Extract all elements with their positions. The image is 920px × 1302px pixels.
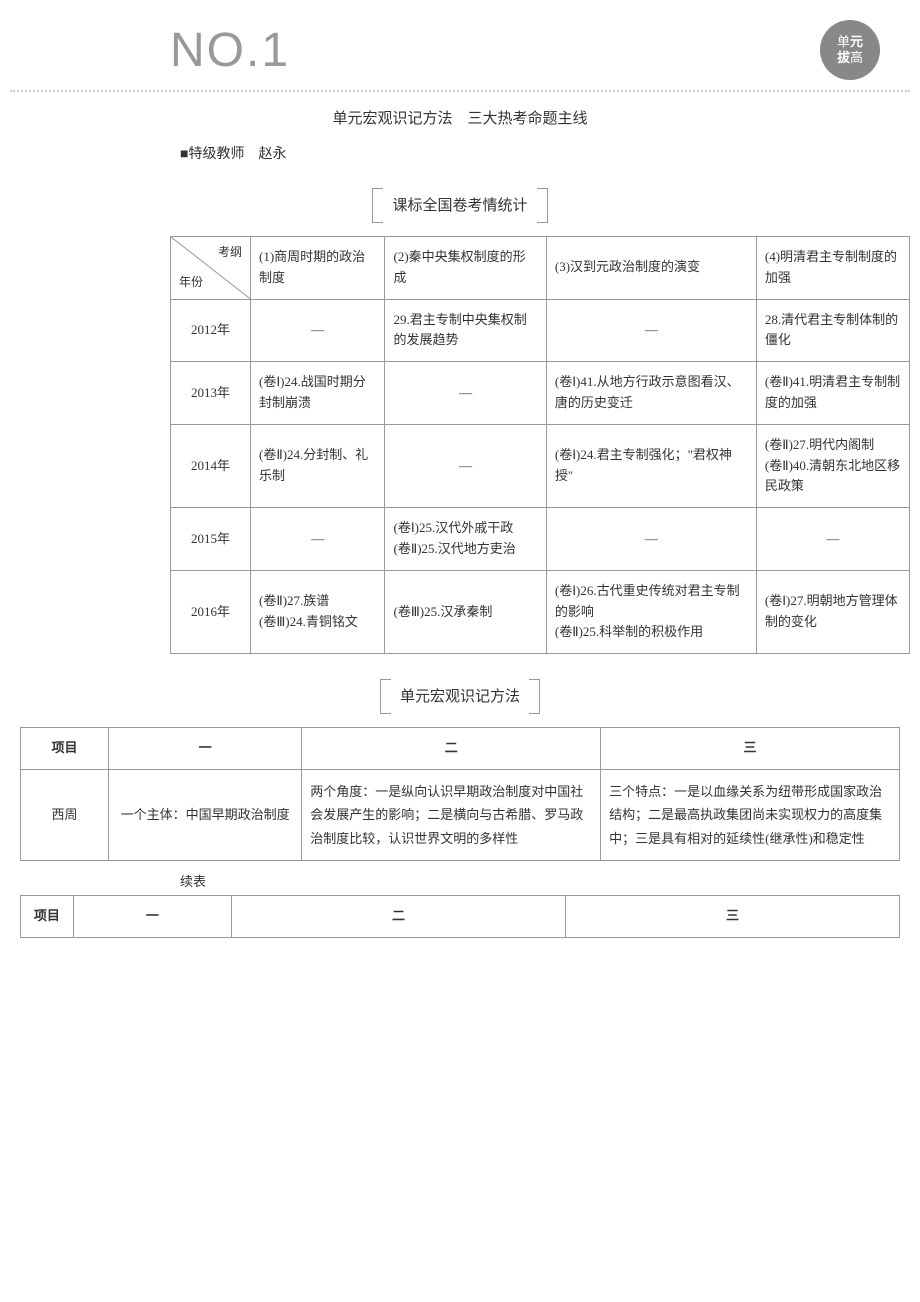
year-cell: 2013年	[171, 362, 251, 425]
cell: —	[251, 508, 385, 571]
col-header: 二	[231, 896, 565, 938]
year-cell: 2015年	[171, 508, 251, 571]
cell: (卷Ⅰ)41.从地方行政示意图看汉、唐的历史变迁	[546, 362, 756, 425]
col-header: 三	[565, 896, 899, 938]
col-header: 项目	[21, 728, 109, 770]
continued-label: 续表	[10, 871, 910, 890]
col-header: 一	[108, 728, 301, 770]
table-row: 2014年 (卷Ⅱ)24.分封制、礼乐制 — (卷Ⅰ)24.君主专制强化；"君权…	[171, 424, 910, 507]
memory-method-table: 项目 一 二 三 西周 一个主体：中国早期政治制度 两个角度：一是纵向认识早期政…	[20, 727, 900, 861]
badge-text: 单元 拔高	[837, 34, 863, 65]
exam-stats-table: 考纲 年份 (1)商周时期的政治制度 (2)秦中央集权制度的形成 (3)汉到元政…	[170, 236, 910, 654]
cell: 两个角度：一是纵向认识早期政治制度对中国社会发展产生的影响；二是横向与古希腊、罗…	[302, 769, 601, 860]
col-header-4: (4)明清君主专制制度的加强	[756, 237, 909, 300]
no1-label: NO.1	[170, 23, 290, 78]
cell: (卷Ⅰ)24.君主专制强化；"君权神授"	[546, 424, 756, 507]
table-row: 2013年 (卷Ⅰ)24.战国时期分封制崩溃 — (卷Ⅰ)41.从地方行政示意图…	[171, 362, 910, 425]
unit-badge: 单元 拔高	[820, 20, 880, 80]
cell: 三个特点：一是以血缘关系为纽带形成国家政治结构；二是最高执政集团尚未实现权力的高…	[601, 769, 900, 860]
continued-table: 项目 一 二 三	[20, 895, 900, 938]
col-header-3: (3)汉到元政治制度的演变	[546, 237, 756, 300]
year-cell: 2014年	[171, 424, 251, 507]
table-row: 西周 一个主体：中国早期政治制度 两个角度：一是纵向认识早期政治制度对中国社会发…	[21, 769, 900, 860]
cell: (卷Ⅱ)27.明代内阁制 (卷Ⅱ)40.清朝东北地区移民政策	[756, 424, 909, 507]
year-cell: 2016年	[171, 570, 251, 653]
cell: (卷Ⅱ)24.分封制、礼乐制	[251, 424, 385, 507]
cell: —	[756, 508, 909, 571]
cell: (卷Ⅲ)25.汉承秦制	[385, 570, 546, 653]
cell: (卷Ⅱ)41.明清君主专制制度的加强	[756, 362, 909, 425]
table-row: 2016年 (卷Ⅱ)27.族谱 (卷Ⅲ)24.青铜铭文 (卷Ⅲ)25.汉承秦制 …	[171, 570, 910, 653]
author-name: 赵永	[258, 147, 286, 162]
table2-wrapper: 项目 一 二 三 西周 一个主体：中国早期政治制度 两个角度：一是纵向认识早期政…	[10, 727, 910, 861]
cell: —	[546, 299, 756, 362]
table-row: 2015年 — (卷Ⅰ)25.汉代外戚干政 (卷Ⅱ)25.汉代地方吏治 — —	[171, 508, 910, 571]
table-row: 2012年 — 29.君主专制中央集权制的发展趋势 — 28.清代君主专制体制的…	[171, 299, 910, 362]
cell: 一个主体：中国早期政治制度	[108, 769, 301, 860]
cell: (卷Ⅰ)27.明朝地方管理体制的变化	[756, 570, 909, 653]
table-header-row: 项目 一 二 三	[21, 896, 900, 938]
table-header-row: 项目 一 二 三	[21, 728, 900, 770]
col-header-2: (2)秦中央集权制度的形成	[385, 237, 546, 300]
col-header: 项目	[21, 896, 74, 938]
page-header: NO.1 单元 拔高	[10, 20, 910, 92]
cell: 29.君主专制中央集权制的发展趋势	[385, 299, 546, 362]
col-header-1: (1)商周时期的政治制度	[251, 237, 385, 300]
table1-wrapper: 考纲 年份 (1)商周时期的政治制度 (2)秦中央集权制度的形成 (3)汉到元政…	[10, 236, 910, 654]
cell: 28.清代君主专制体制的僵化	[756, 299, 909, 362]
col-header: 二	[302, 728, 601, 770]
author-prefix: ■特级教师	[180, 147, 258, 162]
cell: (卷Ⅱ)27.族谱 (卷Ⅲ)24.青铜铭文	[251, 570, 385, 653]
table-header-row: 考纲 年份 (1)商周时期的政治制度 (2)秦中央集权制度的形成 (3)汉到元政…	[171, 237, 910, 300]
diag-top: 考纲	[218, 243, 242, 262]
cell: —	[385, 424, 546, 507]
cell: —	[251, 299, 385, 362]
diagonal-header: 考纲 年份	[171, 237, 251, 300]
diag-bottom: 年份	[179, 273, 203, 292]
cell: —	[546, 508, 756, 571]
col-header: 三	[601, 728, 900, 770]
table3-wrapper: 项目 一 二 三	[10, 895, 910, 938]
col-header: 一	[73, 896, 231, 938]
cell: (卷Ⅰ)24.战国时期分封制崩溃	[251, 362, 385, 425]
year-cell: 2012年	[171, 299, 251, 362]
section2-title: 单元宏观识记方法	[380, 679, 540, 712]
cell: —	[385, 362, 546, 425]
row-label: 西周	[21, 769, 109, 860]
section1-title: 课标全国卷考情统计	[372, 188, 547, 221]
author-line: ■特级教师 赵永	[10, 143, 910, 163]
section1-header: 课标全国卷考情统计	[10, 188, 910, 221]
cell: (卷Ⅰ)26.古代重史传统对君主专制的影响 (卷Ⅱ)25.科举制的积极作用	[546, 570, 756, 653]
cell: (卷Ⅰ)25.汉代外戚干政 (卷Ⅱ)25.汉代地方吏治	[385, 508, 546, 571]
main-title: 单元宏观识记方法 三大热考命题主线	[10, 107, 910, 128]
section2-header: 单元宏观识记方法	[10, 679, 910, 712]
